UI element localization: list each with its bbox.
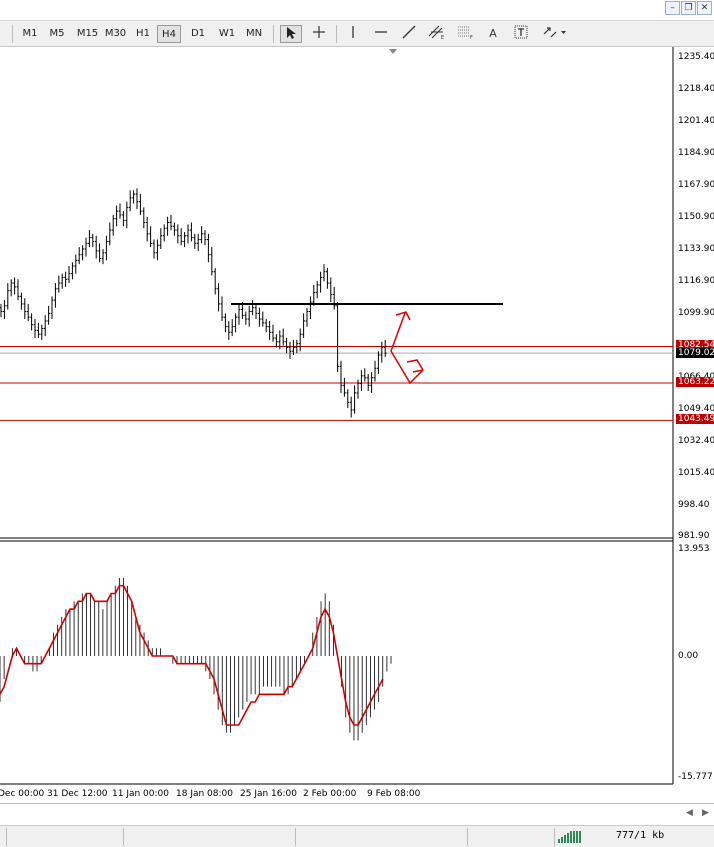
timeframe-h4-button[interactable]: H4 [157, 25, 181, 43]
price-axis-label: 1201.40 [678, 116, 714, 126]
timeframe-d1-button[interactable]: D1 [190, 28, 206, 39]
timeframe-m5-button[interactable]: M5 [49, 28, 65, 39]
macd-signal-line [0, 584, 384, 726]
time-axis-label: 9 Feb 08:00 [367, 789, 421, 799]
price-axis-label: 998.40 [678, 500, 710, 510]
toolbar-separator [273, 25, 274, 43]
time-axis-label: 11 Jan 00:00 [112, 789, 169, 799]
chart-canvas[interactable] [0, 47, 714, 803]
price-axis-label: 1184.90 [678, 148, 714, 158]
price-axis-label: 1167.90 [678, 180, 714, 190]
chart-toolbar: M1 M5 M15 M30 H1 H4 D1 W1 MN E F A [0, 20, 714, 47]
scroll-left-icon[interactable]: ◀ [686, 808, 693, 818]
level-price-label: 1063.22 [676, 377, 714, 387]
current-price-label: 1079.02 [676, 348, 714, 358]
vertical-line-icon[interactable] [342, 25, 364, 43]
status-cell [123, 828, 124, 846]
toolbar-separator [336, 25, 337, 43]
timeframe-h1-button[interactable]: H1 [136, 28, 150, 39]
connection-status-icon [558, 831, 582, 843]
svg-text:E: E [441, 35, 444, 39]
price-axis-label: 981.90 [678, 531, 710, 541]
chart-window[interactable]: 1235.40 1218.40 1201.40 1184.90 1167.90 1150.… [0, 47, 714, 803]
bearish-scenario-arrow [390, 350, 424, 385]
timeframe-mn-button[interactable]: MN [245, 28, 263, 39]
price-axis-label: 1049.40 [678, 404, 714, 414]
text-icon[interactable]: A [489, 27, 497, 40]
title-bar: – ❐ ✕ [0, 0, 714, 20]
scroll-right-icon[interactable]: ▶ [702, 808, 709, 818]
status-cell [295, 828, 296, 846]
horizontal-line-icon[interactable] [370, 25, 392, 43]
price-axis-label: 1218.40 [678, 84, 714, 94]
price-axis-label: 1116.90 [678, 276, 714, 286]
time-axis-label: Dec 00:00 [0, 789, 45, 799]
time-axis-label: 31 Dec 12:00 [47, 789, 108, 799]
traffic-status: 777/1 kb [616, 830, 665, 841]
price-axis-label: 1099.90 [678, 308, 714, 318]
price-axis-label: 1235.40 [678, 52, 714, 62]
status-bar: ◀ ▶ 777/1 kb [0, 803, 714, 847]
time-axis-label: 2 Feb 00:00 [303, 789, 357, 799]
trendline-icon[interactable] [398, 25, 420, 43]
cursor-arrow-icon[interactable] [280, 25, 302, 43]
indicator-axis-top: 13.953 [678, 544, 710, 554]
timeframe-m1-button[interactable]: M1 [22, 28, 38, 39]
time-axis-label: 18 Jan 08:00 [176, 789, 233, 799]
price-axis-label: 1150.90 [678, 212, 714, 222]
arrows-menu-icon[interactable] [540, 25, 570, 43]
timeframe-w1-button[interactable]: W1 [218, 28, 236, 39]
close-icon[interactable]: ✕ [697, 1, 712, 15]
indicator-axis-bottom: -15.777 [678, 772, 713, 782]
status-cell [554, 828, 555, 846]
crosshair-icon[interactable] [308, 25, 330, 43]
status-cell [6, 828, 7, 846]
time-axis-label: 25 Jan 16:00 [240, 789, 297, 799]
status-cell [467, 828, 468, 846]
bullish-scenario-arrow [390, 312, 406, 352]
price-axis-label: 1133.90 [678, 244, 714, 254]
price-axis-label: 1015.40 [678, 468, 714, 478]
price-axis-label: 1032.40 [678, 436, 714, 446]
chart-shift-marker [389, 49, 397, 54]
text-label-icon[interactable] [510, 25, 532, 43]
horizontal-scrollbar[interactable]: ◀ ▶ [0, 804, 714, 826]
equidistant-channel-icon[interactable]: E [426, 25, 448, 43]
minimize-icon[interactable]: – [665, 1, 680, 15]
svg-text:F: F [470, 35, 473, 39]
timeframe-m30-button[interactable]: M30 [104, 28, 127, 39]
timeframe-m15-button[interactable]: M15 [76, 28, 99, 39]
indicator-axis-mid: 0.00 [678, 651, 699, 661]
restore-icon[interactable]: ❐ [681, 1, 696, 15]
bearish-arrowhead [406, 359, 424, 373]
level-price-label: 1043.49 [676, 414, 714, 424]
fibonacci-icon[interactable]: F [454, 25, 476, 43]
toolbar-separator [12, 25, 13, 43]
level-price-label: 1082.54 [676, 340, 714, 350]
bullish-arrowhead [395, 311, 411, 321]
